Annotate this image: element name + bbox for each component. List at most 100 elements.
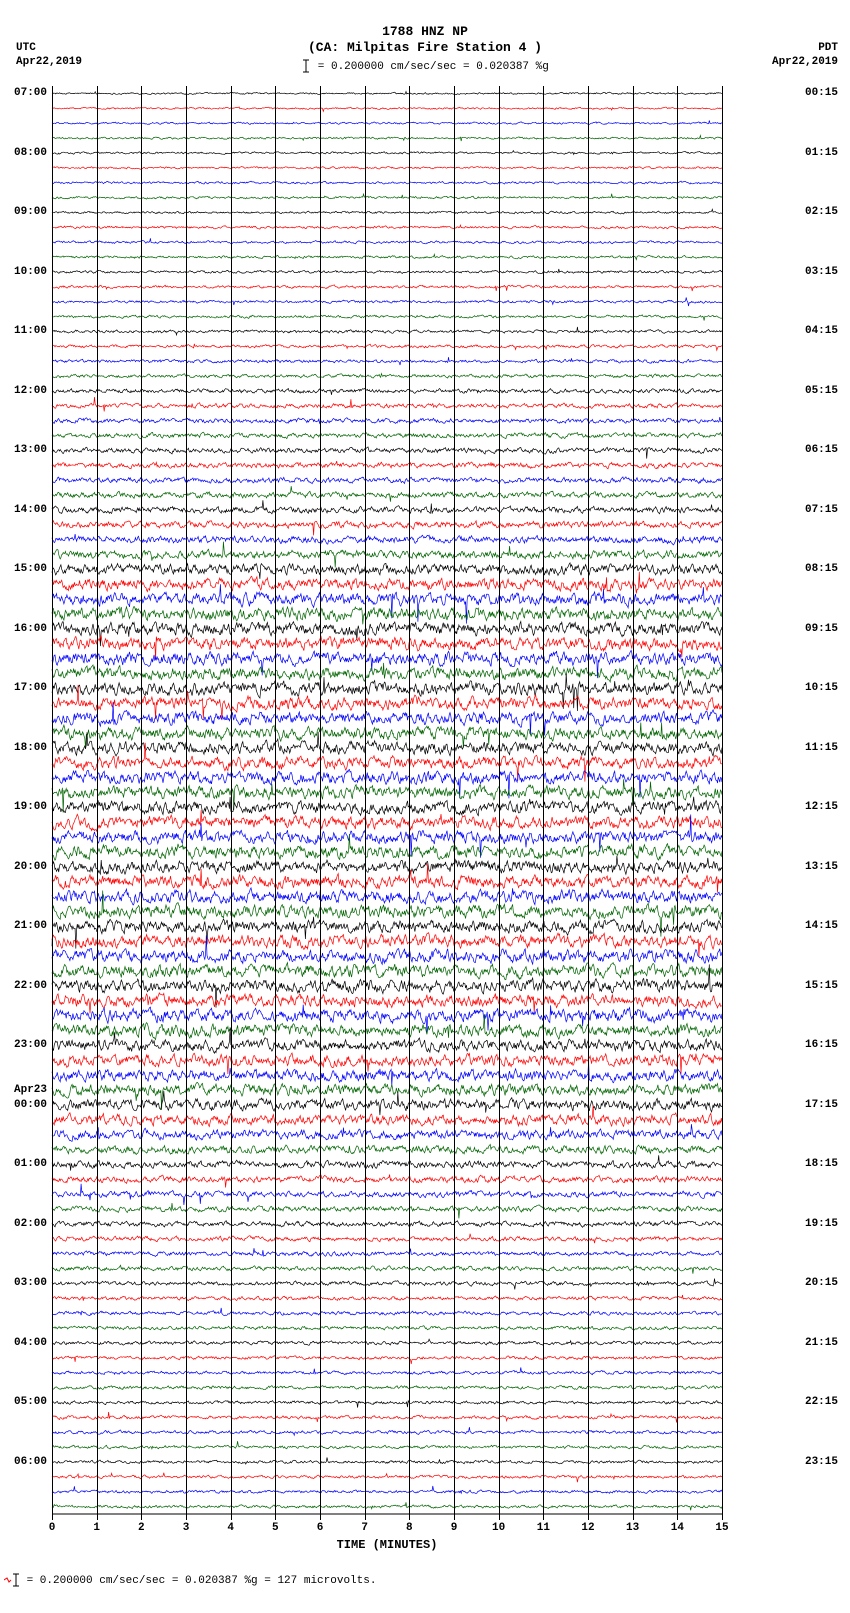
utc-time-label: 18:00 [14,742,47,754]
x-tick [97,1514,98,1520]
title-line1: 1788 HNZ NP [0,24,850,40]
x-tick-label: 2 [138,1522,145,1534]
seismic-trace [52,1486,722,1494]
grid-line [275,86,276,1514]
utc-time-label: 03:00 [14,1277,47,1289]
x-tick-label: 6 [317,1522,324,1534]
utc-time-label: 22:00 [14,980,47,992]
seismic-trace [52,534,722,545]
grid-line [141,86,142,1514]
seismic-trace [52,1221,722,1228]
seismic-trace [52,1014,722,1039]
seismic-trace [52,327,722,335]
utc-time-label: 21:00 [14,920,47,932]
utc-time-label: 05:00 [14,1396,47,1408]
x-tick-label: 15 [715,1522,728,1534]
seismic-trace [52,542,722,568]
seismic-trace [52,1124,722,1141]
pdt-time-label: 07:15 [805,504,838,516]
pdt-time-label: 00:15 [805,87,838,99]
utc-time-label: 00:00 [14,1099,47,1111]
pdt-time-label: 10:15 [805,682,838,694]
tz-left-label: UTC [16,42,36,54]
pdt-time-label: 12:15 [805,801,838,813]
grid-line [97,86,98,1514]
utc-time-label: 06:00 [14,1456,47,1468]
x-axis-title: TIME (MINUTES) [337,1538,438,1552]
seismic-trace [52,1091,722,1115]
pdt-time-label: 14:15 [805,920,838,932]
seismic-trace [52,935,722,964]
seismic-trace [52,477,722,484]
seismic-trace [52,238,722,244]
utc-time-label: 14:00 [14,504,47,516]
seismic-trace [52,636,722,660]
scale-indicator: = 0.200000 cm/sec/sec = 0.020387 %g [0,59,850,73]
x-tick [186,1514,187,1520]
seismic-trace [52,1367,722,1374]
pdt-time-label: 06:15 [805,444,838,456]
pdt-time-label: 04:15 [805,325,838,337]
traces-svg [52,86,722,1514]
seismic-trace [52,1326,722,1330]
scale-text: = 0.200000 cm/sec/sec = 0.020387 %g [318,61,549,73]
seismic-trace [52,1234,722,1244]
seismic-trace [52,461,722,469]
pdt-time-label: 18:15 [805,1158,838,1170]
pdt-time-label: 22:15 [805,1396,838,1408]
seismic-trace [52,797,722,816]
seismic-trace [52,933,722,957]
x-tick-label: 11 [537,1522,550,1534]
seismic-trace [52,397,722,411]
seismic-trace [52,447,722,459]
x-tick [499,1514,500,1520]
pdt-time-label: 13:15 [805,861,838,873]
grid-line [633,86,634,1514]
grid-line [543,86,544,1514]
grid-line [677,86,678,1514]
seismic-trace [52,209,722,214]
seismic-trace [52,92,722,95]
grid-line [588,86,589,1514]
seismic-trace [52,650,722,678]
seismic-trace [52,1356,722,1364]
seismic-trace [52,888,722,905]
utc-time-label: 07:00 [14,87,47,99]
x-tick [275,1514,276,1520]
pdt-time-label: 23:15 [805,1456,838,1468]
seismic-trace [52,1248,722,1256]
seismic-trace [52,663,722,682]
x-tick [722,1514,723,1520]
plot-area [52,86,722,1514]
seismic-trace [52,1295,722,1301]
x-tick [141,1514,142,1520]
utc-time-label: 17:00 [14,682,47,694]
seismic-trace [52,225,722,229]
seismic-trace [52,1105,722,1126]
pdt-time-label: 02:15 [805,206,838,218]
x-tick-label: 13 [626,1522,639,1534]
seismic-trace [52,254,722,259]
seismic-trace [52,297,722,306]
grid-line [186,86,187,1514]
seismic-trace [52,107,722,112]
x-tick [633,1514,634,1520]
seismic-trace [52,285,722,291]
date-marker: Apr23 [14,1084,47,1096]
pdt-time-label: 21:15 [805,1337,838,1349]
utc-time-label: 19:00 [14,801,47,813]
seismic-trace [52,572,722,594]
chart-header: 1788 HNZ NP (CA: Milpitas Fire Station 4… [0,24,850,73]
x-tick [409,1514,410,1520]
seismic-trace [52,1427,722,1435]
utc-time-label: 16:00 [14,623,47,635]
seismic-trace [52,732,722,756]
seismic-trace [52,810,722,831]
seismic-trace [52,1184,722,1205]
pdt-time-label: 17:15 [805,1099,838,1111]
utc-time-label: 01:00 [14,1158,47,1170]
seismic-trace [52,121,722,125]
grid-line [722,86,723,1514]
pdt-time-label: 11:15 [805,742,838,754]
footer-scale-icon [4,1573,20,1587]
